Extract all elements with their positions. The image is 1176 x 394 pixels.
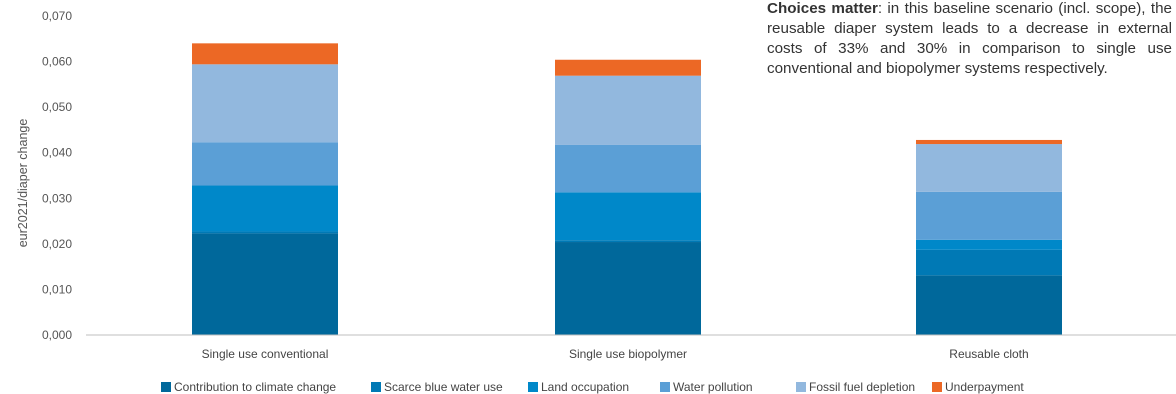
bar-segment: [555, 59, 701, 76]
legend: Contribution to climate change Scarce blu…: [161, 380, 1024, 394]
bar-segment: [916, 144, 1062, 192]
bar-segment: [916, 139, 1062, 145]
legend-label: Scarce blue water use: [384, 380, 503, 394]
x-category-label: Reusable cloth: [949, 347, 1028, 361]
legend-label: Underpayment: [945, 380, 1024, 394]
bars: [192, 43, 1062, 335]
x-category-label: Single use biopolymer: [569, 347, 687, 361]
bar-segment: [555, 144, 701, 193]
legend-swatch: [371, 382, 381, 392]
legend-item: Contribution to climate change: [161, 380, 336, 394]
bar-segment: [916, 239, 1062, 250]
annotation-body: : in this baseline scenario (incl. scope…: [767, 0, 1172, 77]
x-axis-labels: Single use conventional Single use biopol…: [202, 347, 1029, 361]
y-tick-label: 0,040: [42, 146, 72, 160]
bar-segment: [192, 142, 338, 186]
legend-swatch: [528, 382, 538, 392]
bar-stack: [192, 43, 338, 335]
bar-segment: [916, 191, 1062, 240]
y-tick-label: 0,060: [42, 55, 72, 69]
y-tick-label: 0,050: [42, 100, 72, 114]
bar-segment: [192, 43, 338, 65]
bar-segment: [192, 185, 338, 232]
legend-item: Underpayment: [932, 380, 1024, 394]
bar-segment: [192, 64, 338, 143]
bar-segment: [555, 242, 701, 335]
annotation-text: Choices matter: in this baseline scenari…: [767, 0, 1172, 79]
bar-segment: [192, 231, 338, 234]
bar-segment: [916, 249, 1062, 276]
bar-segment: [555, 75, 701, 145]
bar-segment: [192, 233, 338, 335]
y-axis-title: eur2021/diaper change: [16, 119, 30, 248]
bar-segment: [555, 192, 701, 241]
y-tick-label: 0,030: [42, 191, 72, 205]
bar-stack: [555, 59, 701, 335]
x-category-label: Single use conventional: [202, 347, 329, 361]
bar-stack: [916, 139, 1062, 335]
legend-swatch: [660, 382, 670, 392]
legend-item: Fossil fuel depletion: [796, 380, 915, 394]
y-tick-label: 0,070: [42, 9, 72, 23]
legend-swatch: [161, 382, 171, 392]
y-tick-label: 0,020: [42, 237, 72, 251]
bar-segment: [916, 275, 1062, 335]
y-tick-label: 0,010: [42, 282, 72, 296]
y-axis-ticks: 0,000 0,010 0,020 0,030 0,040 0,050 0,060 0,070: [42, 9, 72, 342]
legend-label: Land occupation: [541, 380, 629, 394]
legend-label: Contribution to climate change: [174, 380, 336, 394]
legend-item: Scarce blue water use: [371, 380, 503, 394]
legend-item: Land occupation: [528, 380, 629, 394]
annotation-lead: Choices matter: [767, 0, 878, 17]
y-tick-label: 0,000: [42, 328, 72, 342]
legend-label: Fossil fuel depletion: [809, 380, 915, 394]
legend-item: Water pollution: [660, 380, 753, 394]
legend-swatch: [796, 382, 806, 392]
bar-segment: [555, 240, 701, 243]
legend-swatch: [932, 382, 942, 392]
legend-label: Water pollution: [673, 380, 753, 394]
